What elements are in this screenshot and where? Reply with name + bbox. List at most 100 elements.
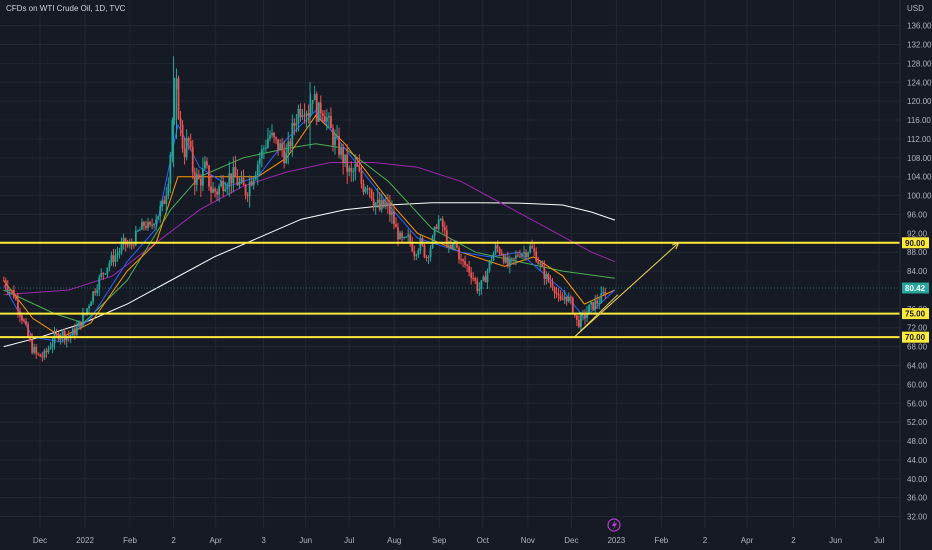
candle-body	[8, 290, 11, 292]
candle-body	[78, 321, 80, 327]
candle-body	[173, 89, 176, 121]
x-tick-label: Sep	[432, 536, 447, 545]
candle-body	[179, 118, 182, 125]
candle-body	[319, 102, 322, 114]
y-tick-label: 48.00	[907, 437, 928, 446]
candle-body	[545, 274, 548, 279]
horizontal-lines[interactable]	[0, 241, 900, 339]
candle-body	[114, 255, 117, 262]
candle-body	[254, 175, 257, 180]
candle-body	[386, 202, 389, 204]
x-tick-label: 2022	[76, 536, 94, 545]
trend-line[interactable]	[573, 242, 680, 338]
candle-body	[311, 100, 314, 104]
candle-body	[291, 122, 294, 147]
y-tick-label: 100.00	[907, 192, 932, 201]
candle-body	[169, 154, 172, 185]
candle-body	[120, 243, 123, 252]
candle-body	[86, 308, 88, 314]
candle-body	[23, 320, 25, 322]
candle-body	[451, 243, 454, 248]
candle-body	[240, 178, 243, 183]
candle-body	[515, 255, 517, 259]
candle-body	[218, 186, 221, 195]
candle-body	[325, 117, 328, 122]
candle-body	[153, 224, 156, 226]
candle-body	[590, 302, 593, 305]
candle-body	[423, 244, 426, 257]
candle-body	[159, 206, 162, 217]
candle-body	[482, 276, 485, 281]
candle-body	[315, 93, 318, 122]
candle-body	[478, 288, 481, 291]
x-tick-label: Jun	[299, 536, 312, 545]
candle-body	[17, 299, 19, 311]
candle-body	[393, 211, 395, 225]
candle-body	[6, 286, 9, 291]
y-tick-label: 84.00	[907, 267, 928, 276]
candle-body	[228, 173, 231, 186]
candle-body	[358, 166, 361, 172]
time-axis[interactable]: Dec 2022 Feb 2 Apr 3 Jun Jul Aug Sep Oct Nov Dec 2023…	[33, 536, 885, 545]
candle-body	[92, 291, 95, 302]
candle-body	[122, 238, 125, 244]
x-tick-label: 2	[171, 536, 176, 545]
current-price-tag	[902, 282, 929, 294]
candle-body	[145, 225, 147, 229]
candle-body	[435, 226, 438, 229]
candle-body	[21, 315, 23, 321]
candle-body	[94, 291, 97, 293]
candle-body	[561, 299, 564, 301]
candle-body	[309, 103, 312, 116]
candle-body	[411, 241, 414, 252]
candle-body	[256, 164, 259, 176]
candle-body	[260, 149, 263, 159]
candle-body	[421, 238, 424, 245]
candle-body	[374, 202, 377, 208]
candle-body	[53, 333, 56, 344]
candle-body	[185, 137, 188, 157]
trend-lines[interactable]	[573, 241, 680, 338]
candle-body	[449, 244, 452, 248]
trend-line[interactable]	[573, 294, 619, 338]
candle-body	[204, 161, 206, 169]
candle-body	[124, 238, 127, 245]
x-tick-label: Jul	[874, 536, 884, 545]
candle-body	[391, 211, 393, 215]
candle-body	[307, 113, 310, 116]
candle-body	[177, 78, 180, 119]
candle-body	[41, 356, 44, 358]
candle-body	[541, 263, 544, 267]
candle-body	[2, 280, 5, 282]
candle-body	[167, 184, 170, 196]
x-tick-label: Feb	[654, 536, 668, 545]
candle-body	[271, 132, 273, 136]
candle-body	[273, 132, 275, 138]
price-axis[interactable]: 136.00 132.00 128.00 124.00 120.00 116.00 112.…	[907, 22, 932, 522]
candle-body	[279, 143, 282, 151]
candle-body	[368, 188, 371, 190]
candle-body	[348, 168, 351, 172]
candle-body	[80, 321, 82, 327]
candle-body	[464, 261, 466, 265]
candle-body	[199, 178, 202, 186]
x-tick-label: Jul	[344, 536, 354, 545]
candle-body	[265, 147, 267, 149]
x-tick-label: Feb	[123, 536, 137, 545]
candle-body	[535, 251, 538, 262]
candle-body	[476, 280, 479, 291]
price-tags: 90.00 75.00 70.00 80.42	[0, 237, 929, 343]
candle-body	[360, 171, 363, 184]
y-tick-label: 40.00	[907, 475, 928, 484]
candle-body	[141, 222, 143, 230]
candle-body	[98, 276, 101, 290]
candle-body	[43, 350, 46, 358]
candle-body	[395, 224, 397, 228]
candle-body	[445, 230, 448, 247]
candle-body	[468, 266, 471, 273]
candle-body	[246, 195, 249, 197]
candle-body	[285, 152, 288, 164]
lightning-event-icon[interactable]	[607, 518, 621, 532]
candle-body	[45, 350, 48, 353]
